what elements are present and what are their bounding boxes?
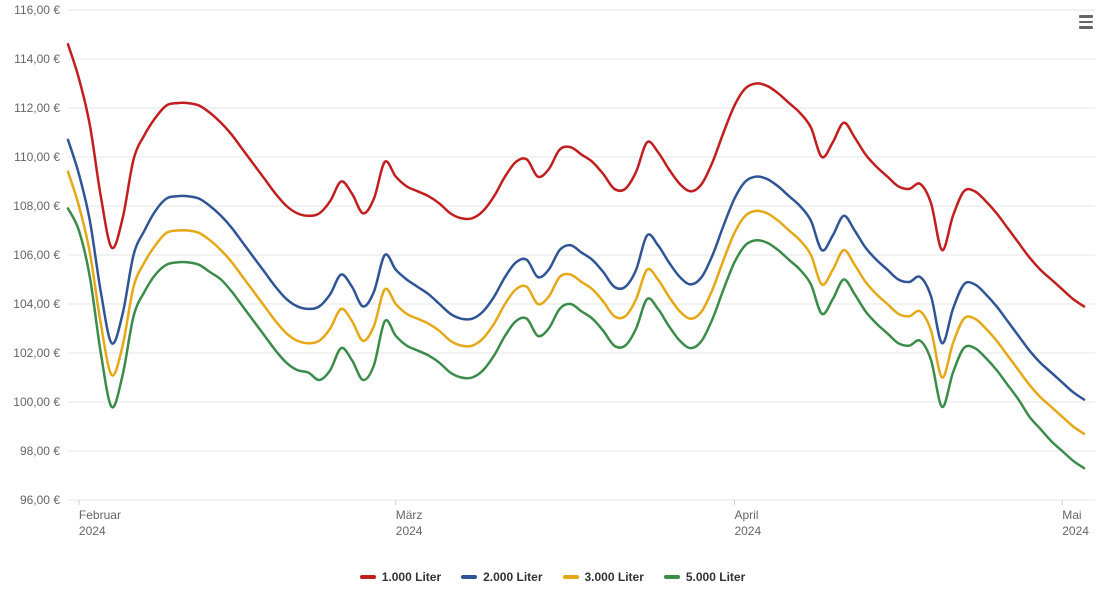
x-tick-label-month: Mai xyxy=(1062,508,1081,522)
legend-swatch xyxy=(360,575,376,579)
chart-svg xyxy=(0,0,1105,603)
legend-item[interactable]: 5.000 Liter xyxy=(664,570,745,584)
x-tick-label-month: April xyxy=(734,508,758,522)
y-tick-label: 102,00 € xyxy=(0,346,60,360)
y-tick-label: 112,00 € xyxy=(0,101,60,115)
x-tick-label-month: Februar xyxy=(79,508,121,522)
y-tick-label: 96,00 € xyxy=(0,493,60,507)
chart-menu-button[interactable] xyxy=(1074,10,1098,34)
x-tick-label-year: 2024 xyxy=(79,524,106,538)
x-tick-label-year: 2024 xyxy=(396,524,423,538)
x-tick-label-month: März xyxy=(396,508,423,522)
legend-label: 1.000 Liter xyxy=(382,570,441,584)
legend-item[interactable]: 1.000 Liter xyxy=(360,570,441,584)
legend-label: 3.000 Liter xyxy=(585,570,644,584)
legend-label: 5.000 Liter xyxy=(686,570,745,584)
legend-item[interactable]: 2.000 Liter xyxy=(461,570,542,584)
y-tick-label: 108,00 € xyxy=(0,199,60,213)
y-tick-label: 116,00 € xyxy=(0,3,60,17)
y-tick-label: 106,00 € xyxy=(0,248,60,262)
x-tick-label-year: 2024 xyxy=(1062,524,1089,538)
y-tick-label: 110,00 € xyxy=(0,150,60,164)
legend-label: 2.000 Liter xyxy=(483,570,542,584)
y-tick-label: 104,00 € xyxy=(0,297,60,311)
y-tick-label: 100,00 € xyxy=(0,395,60,409)
series-line xyxy=(68,44,1084,306)
y-tick-label: 114,00 € xyxy=(0,52,60,66)
x-tick-label-year: 2024 xyxy=(734,524,761,538)
chart-legend: 1.000 Liter 2.000 Liter 3.000 Liter 5.000 L… xyxy=(0,568,1105,584)
legend-swatch xyxy=(664,575,680,579)
legend-swatch xyxy=(461,575,477,579)
legend-item[interactable]: 3.000 Liter xyxy=(563,570,644,584)
y-tick-label: 98,00 € xyxy=(0,444,60,458)
legend-swatch xyxy=(563,575,579,579)
price-chart: 96,00 € 98,00 € 100,00 € 102,00 € 104,00 € 10… xyxy=(0,0,1105,603)
